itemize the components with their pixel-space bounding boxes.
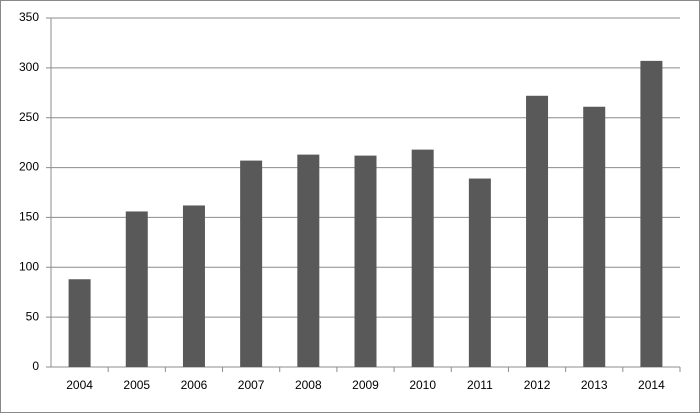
y-tick-label: 350 [19, 10, 39, 24]
y-tick-label: 250 [19, 110, 39, 124]
bar [526, 95, 549, 367]
x-tick-label: 2012 [524, 378, 551, 392]
x-tick-label: 2011 [467, 378, 493, 392]
bar [354, 155, 377, 367]
bar [125, 211, 148, 367]
y-tick-label: 50 [26, 309, 40, 323]
x-tick-label: 2013 [581, 378, 608, 392]
bar [640, 60, 663, 368]
x-tick-label: 2010 [409, 378, 436, 392]
bar [240, 160, 263, 367]
x-tick-label: 2006 [181, 378, 208, 392]
x-tick-label: 2009 [352, 378, 379, 392]
x-tick-label: 2007 [238, 378, 265, 392]
bar [468, 178, 491, 367]
y-tick-label: 0 [32, 359, 39, 373]
x-tick-label: 2014 [638, 378, 665, 392]
bar [297, 154, 320, 367]
x-tick-label: 2005 [123, 378, 150, 392]
bar [182, 205, 205, 367]
bar [583, 106, 606, 367]
x-tick-label: 2008 [295, 378, 322, 392]
bar [68, 279, 91, 367]
y-tick-label: 150 [19, 210, 39, 224]
y-tick-label: 200 [19, 160, 39, 174]
x-tick-label: 2004 [66, 378, 93, 392]
y-tick-label: 100 [19, 259, 39, 273]
bar [411, 149, 434, 367]
y-tick-label: 300 [19, 60, 39, 74]
